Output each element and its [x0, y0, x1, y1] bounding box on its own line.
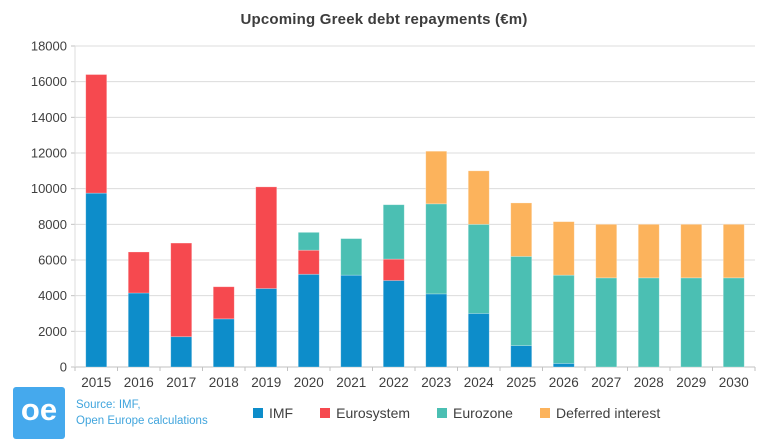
legend-item: Deferred interest [539, 405, 661, 421]
legend-swatch-icon [320, 408, 331, 418]
x-axis-label: 2025 [506, 375, 536, 390]
y-axis-label: 6000 [38, 253, 67, 268]
bar-segment-2020-imf [297, 273, 320, 368]
source-line-1: Source: IMF, [76, 399, 141, 411]
x-axis-label: 2026 [549, 375, 579, 390]
source-line-2: Open Europe calculations [76, 415, 208, 428]
legend-label: IMF [269, 405, 294, 421]
y-axis-label: 4000 [38, 288, 67, 303]
bar-segment-2021-eurozone [340, 238, 363, 276]
x-axis-label: 2023 [421, 375, 451, 390]
bar-segment-2026-eurozone [552, 274, 575, 364]
y-axis-label: 2000 [38, 324, 67, 339]
bar-segment-2028-eurozone [637, 277, 660, 368]
bar-segment-2028-deferred-interest [637, 223, 660, 279]
legend-label: Deferred interest [555, 405, 661, 421]
y-axis-label: 8000 [38, 217, 67, 232]
open-europe-logo: oe [13, 387, 65, 439]
bar-segment-2025-deferred-interest [510, 202, 533, 257]
y-axis-label: 16000 [31, 74, 67, 89]
bar-segment-2030-eurozone [722, 277, 745, 368]
bar-segment-2026-imf [552, 363, 575, 368]
legend-swatch-icon [253, 408, 263, 418]
bar-segment-2019-imf [255, 288, 278, 368]
legend-label: Eurozone [453, 405, 513, 421]
chart-legend: IMF Eurosystem Eurozone Deferred interest [253, 403, 660, 423]
x-axis-label: 2029 [676, 375, 706, 390]
bar-segment-2015-imf [85, 192, 108, 368]
legend-item: Eurozone [437, 405, 513, 421]
bar-segment-2020-eurozone [297, 231, 320, 251]
bar-segment-2024-eurozone [467, 223, 490, 314]
bar-segment-2022-eurozone [382, 204, 405, 260]
x-axis-label: 2015 [81, 375, 111, 390]
bar-segment-2029-eurozone [680, 277, 703, 368]
x-axis-label: 2017 [166, 375, 196, 390]
bar-segment-2027-deferred-interest [595, 223, 618, 279]
x-axis-label: 2019 [251, 375, 281, 390]
bar-segment-2023-deferred-interest [425, 150, 448, 205]
bar-segment-2020-eurosystem [297, 249, 320, 275]
bar-segment-2024-deferred-interest [467, 170, 490, 225]
bar-segment-2027-eurozone [595, 277, 618, 368]
y-axis-label: 0 [60, 360, 67, 375]
source-note: Source: IMF, Open Europe calculations [76, 397, 208, 429]
bar-segment-2016-eurosystem [127, 251, 150, 294]
x-axis-label: 2021 [336, 375, 366, 390]
x-axis-label: 2022 [379, 375, 409, 390]
legend-swatch-icon [539, 408, 550, 418]
x-axis-label: 2018 [209, 375, 239, 390]
bar-segment-2017-imf [170, 336, 193, 368]
legend-item: Eurosystem [320, 405, 410, 421]
bar-segment-2018-imf [212, 318, 235, 368]
bar-segment-2029-deferred-interest [680, 223, 703, 279]
bar-segment-2023-eurozone [425, 203, 448, 295]
y-axis-label: 14000 [31, 110, 67, 125]
bar-segment-2025-eurozone [510, 256, 533, 346]
logo-text: oe [20, 392, 58, 427]
x-axis-label: 2016 [124, 375, 154, 390]
x-axis-label: 2028 [634, 375, 664, 390]
bar-segment-2023-imf [425, 293, 448, 368]
bar-segment-2025-imf [510, 345, 533, 368]
chart-title: Upcoming Greek debt repayments (€m) [240, 11, 528, 28]
bar-segment-2016-imf [127, 292, 150, 368]
bar-segment-2022-eurosystem [382, 258, 405, 281]
bar-segment-2022-imf [382, 280, 405, 368]
bar-segment-2021-imf [340, 274, 363, 368]
x-axis-label: 2024 [464, 375, 495, 390]
x-axis-label: 2020 [294, 375, 324, 390]
legend-swatch-icon [437, 408, 448, 418]
x-axis-label: 2030 [719, 375, 749, 390]
bar-segment-2024-imf [467, 313, 490, 368]
bar-segment-2018-eurosystem [212, 286, 235, 320]
bar-segment-2019-eurosystem [255, 186, 278, 289]
legend-item: IMF [253, 405, 293, 421]
legend-label: Eurosystem [336, 405, 411, 421]
y-axis-label: 10000 [31, 181, 67, 196]
x-axis-label: 2027 [591, 375, 621, 390]
y-axis-label: 12000 [31, 146, 67, 161]
y-axis-label: 18000 [31, 39, 67, 54]
bar-segment-2017-eurosystem [170, 242, 193, 338]
bar-segment-2026-deferred-interest [552, 221, 575, 276]
bar-segment-2015-eurosystem [85, 74, 108, 194]
bar-segment-2030-deferred-interest [722, 223, 745, 279]
